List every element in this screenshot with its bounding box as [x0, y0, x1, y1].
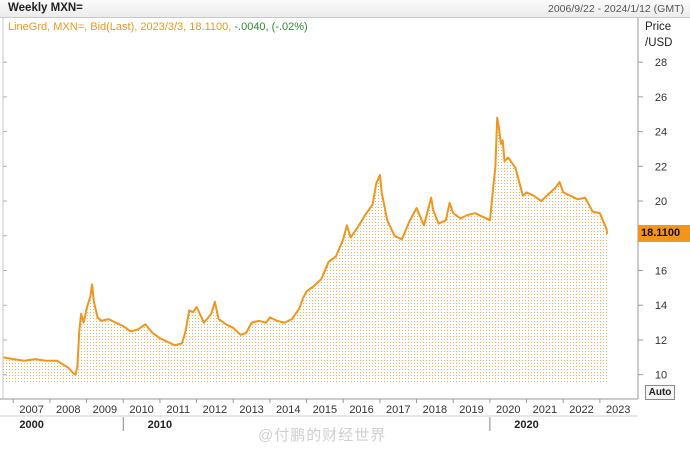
x-tick-label: 2020 — [496, 404, 520, 416]
y-tick-label: 16 — [655, 266, 667, 278]
y-axis-unit: Price /USD — [645, 19, 672, 51]
decade-label: 2010 — [148, 419, 172, 431]
y-tick-label: 24 — [655, 127, 667, 139]
x-tick-label: 2021 — [533, 404, 557, 416]
decade-label: 2000 — [19, 419, 43, 431]
last-value-badge: 18.1100 — [638, 225, 690, 242]
watermark: @付鹏的财经世界 — [258, 427, 387, 444]
x-tick-label: 2022 — [569, 404, 593, 416]
auto-scale-button[interactable]: Auto — [645, 385, 675, 400]
x-tick-label: 2015 — [313, 404, 337, 416]
y-tick-label: 26 — [655, 92, 667, 104]
x-tick-label: 2010 — [129, 404, 153, 416]
date-range: 2006/9/22 - 2024/1/12 (GMT) — [548, 3, 684, 15]
x-tick-label: 2007 — [19, 404, 43, 416]
y-tick-label: 14 — [655, 300, 667, 312]
unit-line-1: Price — [645, 21, 672, 33]
series-area-fill — [3, 117, 608, 384]
decade-axis: 2000 2010 2020 — [0, 415, 638, 431]
x-tick-label: 2023 — [606, 404, 630, 416]
x-tick-label: 2014 — [276, 404, 300, 416]
legend-main: LineGrd, MXN=, Bid(Last), 2023/3/3, 18.1… — [8, 21, 232, 33]
x-tick-label: 2013 — [239, 404, 263, 416]
x-tick-label: 2011 — [166, 404, 190, 416]
y-tick-label: 20 — [655, 196, 667, 208]
unit-line-2: /USD — [645, 37, 673, 49]
legend-change: -.0040, (-.02%) — [234, 21, 308, 33]
series-legend: LineGrd, MXN=, Bid(Last), 2023/3/3, 18.1… — [8, 21, 308, 33]
series-line-mxn — [2, 116, 609, 376]
x-tick-label: 2017 — [386, 404, 410, 416]
x-tick-label: 2018 — [423, 404, 447, 416]
y-tick-label: 22 — [655, 161, 667, 173]
x-tick-label: 2012 — [203, 404, 227, 416]
x-tick-label: 2019 — [459, 404, 483, 416]
decade-label: 2020 — [514, 419, 538, 431]
chart-title: Weekly MXN= — [8, 2, 83, 14]
x-tick-label: 2008 — [56, 404, 80, 416]
y-tick-label: 10 — [655, 370, 667, 382]
x-axis-ticks: 2007 2008 2009 2010 2011 2012 2013 2014 2015 2016… — [12, 399, 630, 416]
chart-header: Weekly MXN= 2006/9/22 - 2024/1/12 (GMT) — [0, 0, 690, 18]
x-tick-label: 2009 — [93, 404, 117, 416]
y-tick-label: 12 — [655, 335, 667, 347]
y-tick-label: 28 — [655, 57, 667, 69]
x-tick-label: 2016 — [349, 404, 373, 416]
